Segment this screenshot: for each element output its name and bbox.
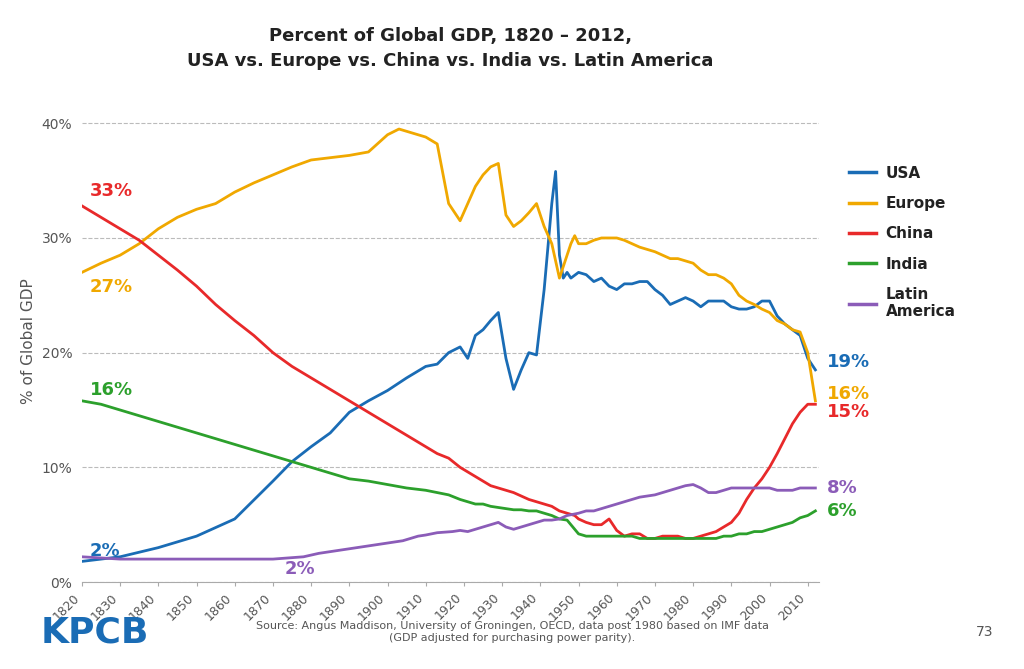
Text: 2%: 2% xyxy=(285,560,315,578)
India xyxy=(809,507,821,515)
Text: 15%: 15% xyxy=(826,403,870,421)
Latin America xyxy=(76,553,88,561)
Text: 2%: 2% xyxy=(89,543,120,560)
Latin America xyxy=(114,555,126,563)
USA xyxy=(546,199,558,207)
USA xyxy=(809,366,821,374)
Latin America xyxy=(756,484,768,492)
India xyxy=(595,532,607,540)
Text: Percent of Global GDP, 1820 – 2012,
USA vs. Europe vs. China vs. India vs. Latin: Percent of Global GDP, 1820 – 2012, USA … xyxy=(187,27,714,70)
USA xyxy=(267,477,280,485)
Europe xyxy=(404,128,417,136)
Latin America xyxy=(530,518,543,527)
Text: 8%: 8% xyxy=(826,479,857,497)
China xyxy=(809,400,821,408)
Text: 6%: 6% xyxy=(826,502,857,520)
USA xyxy=(484,316,497,324)
China xyxy=(802,400,814,408)
Europe xyxy=(477,171,489,179)
Legend: USA, Europe, China, India, Latin
America: USA, Europe, China, India, Latin America xyxy=(849,166,955,319)
Latin America xyxy=(687,480,699,488)
Europe xyxy=(618,236,631,244)
Europe xyxy=(580,240,592,248)
Line: Latin America: Latin America xyxy=(82,484,815,559)
Europe xyxy=(267,171,280,179)
Text: 33%: 33% xyxy=(89,182,133,200)
Latin America xyxy=(431,529,443,537)
Europe xyxy=(641,246,653,254)
Latin America xyxy=(809,484,821,492)
Europe xyxy=(809,397,821,405)
China xyxy=(324,385,336,393)
USA xyxy=(778,320,791,328)
India xyxy=(362,477,375,485)
Text: 27%: 27% xyxy=(89,278,133,296)
Latin America xyxy=(580,507,592,515)
China xyxy=(171,266,183,274)
India xyxy=(76,397,88,405)
Line: USA: USA xyxy=(82,171,815,561)
Latin America xyxy=(469,525,481,533)
Text: 16%: 16% xyxy=(89,381,133,399)
Line: Europe: Europe xyxy=(82,129,815,401)
Latin America xyxy=(794,484,806,492)
China xyxy=(462,468,474,476)
India xyxy=(764,525,776,533)
Europe xyxy=(76,268,88,276)
India xyxy=(381,480,393,488)
Europe xyxy=(393,125,406,133)
India xyxy=(508,506,520,514)
Text: KPCB: KPCB xyxy=(41,615,150,649)
Text: 19%: 19% xyxy=(826,353,870,371)
Text: Source: Angus Maddison, University of Groningen, OECD, data post 1980 based on I: Source: Angus Maddison, University of Gr… xyxy=(256,622,768,643)
Line: India: India xyxy=(82,401,815,539)
Line: China: China xyxy=(82,206,815,539)
Y-axis label: % of Global GDP: % of Global GDP xyxy=(20,278,36,404)
China xyxy=(76,202,88,210)
USA xyxy=(454,343,466,351)
Text: 73: 73 xyxy=(976,626,993,639)
Text: 16%: 16% xyxy=(826,385,870,403)
China xyxy=(469,472,481,480)
China xyxy=(641,535,653,543)
USA xyxy=(550,167,562,175)
China xyxy=(588,520,600,529)
USA xyxy=(76,557,88,565)
India xyxy=(588,532,600,540)
India xyxy=(634,535,646,543)
USA xyxy=(710,297,722,305)
